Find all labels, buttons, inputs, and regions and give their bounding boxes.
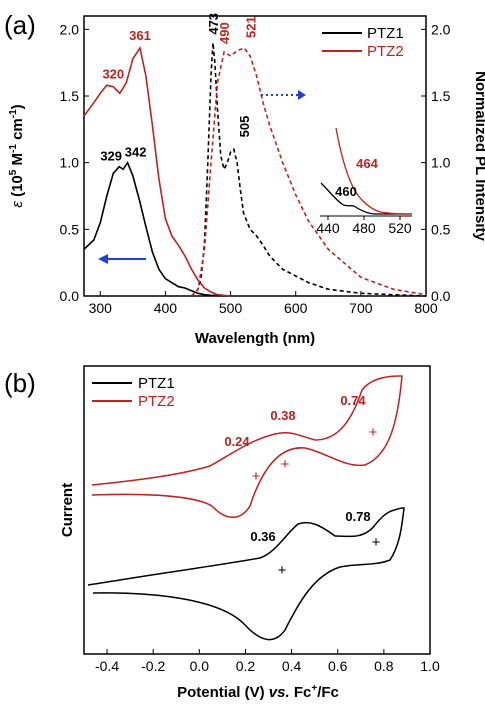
legend-a: PTZ1 PTZ2	[322, 25, 404, 60]
cv-label-ptz2: 0.74	[340, 393, 366, 408]
y-tick-label-right: 1.0	[431, 155, 451, 171]
peak-label: 361	[129, 28, 151, 43]
plot-a-inset: 440 480 520 460 464	[316, 127, 413, 236]
inset-line-ptz2	[335, 127, 413, 215]
cv-marker-ptz2: +	[369, 424, 378, 441]
plot-a: 300 400 500 600 700 8000.00.51.01.52.00.00.51…	[8, 13, 485, 347]
x-title-italic: vs.	[269, 684, 290, 701]
x-tick-label: 400	[154, 300, 178, 316]
inset-tick-label: 480	[352, 220, 376, 236]
y-tick-label-right: 0.5	[431, 221, 451, 237]
plot-b: -0.4 -0.2 0.0 0.2 0.4 0.6 0.8 1.0 0.24 0.38 0.7…	[59, 365, 440, 701]
y-title-part: )	[9, 104, 26, 109]
legend-label-ptz1: PTZ1	[367, 25, 404, 42]
legend-label-ptz1: PTZ1	[138, 375, 175, 392]
y-title-sup: -1	[8, 109, 19, 118]
legend-label-ptz2: PTZ2	[367, 43, 404, 60]
series-line-ptz1-solid	[83, 161, 231, 297]
inset-annotation-ptz2: 464	[356, 156, 378, 171]
y-title-sup: -1	[8, 144, 19, 153]
x-tick-label: 500	[219, 300, 243, 316]
x-tick-label: 0.8	[374, 658, 394, 674]
y-axis-title-left-a: ε (105 M-1 cm-1)	[8, 104, 26, 207]
x-axis-title-a: Wavelength (nm)	[195, 330, 315, 347]
legend-label-ptz2: PTZ2	[138, 393, 175, 410]
y-tick-label-right: 0.0	[431, 288, 451, 304]
x-tick-label: 700	[349, 300, 373, 316]
series-line-ptz1-dashed	[190, 42, 427, 297]
y-tick-label-left: 0.5	[60, 221, 80, 237]
y-tick-label-left: 1.0	[60, 155, 80, 171]
y-title-sup: 5	[8, 169, 19, 175]
cv-marker-ptz1: +	[278, 562, 287, 579]
panel-a-label: (a)	[4, 10, 36, 40]
inset-line-ptz1	[320, 182, 412, 215]
inset-tick-label: 520	[388, 220, 412, 236]
x-title-part: /Fc	[317, 684, 339, 701]
x-tick-label: 1.0	[420, 658, 440, 674]
y-tick-label-left: 2.0	[60, 21, 80, 37]
x-tick-label: -0.4	[95, 658, 119, 674]
inset-tick-label: 440	[316, 220, 340, 236]
x-axis-title-b: Potential (V) vs. Fc+/Fc	[177, 683, 339, 701]
cv-label-ptz1: 0.36	[250, 529, 275, 544]
x-tick-label: 0.4	[282, 658, 302, 674]
legend-b: PTZ1 PTZ2	[92, 375, 175, 410]
arrow-head	[298, 90, 306, 100]
cv-label-ptz2: 0.24	[224, 434, 250, 449]
series-line-ptz2-solid	[83, 45, 231, 297]
cv-marker-ptz1: +	[372, 534, 381, 551]
plot-a-frame	[83, 15, 427, 297]
y-tick-label-left: 1.5	[60, 88, 80, 104]
y-title-epsilon: ε	[9, 201, 26, 208]
x-tick-label: 0.6	[328, 658, 348, 674]
y-axis-title-b: Current	[59, 483, 76, 537]
right-axis-arrow	[261, 90, 306, 100]
x-tick-label: 0.0	[190, 658, 210, 674]
cv-loop-ptz1	[87, 507, 405, 641]
x-tick-label: 600	[284, 300, 308, 316]
x-title-part: Fc	[290, 684, 312, 701]
peak-label: 342	[125, 145, 147, 160]
x-tick-label: -0.2	[141, 658, 165, 674]
peak-label: 329	[100, 149, 122, 164]
cv-loop-ptz2	[91, 375, 403, 518]
y-title-part: (10	[9, 175, 26, 201]
y-tick-label-left: 0.0	[60, 288, 80, 304]
x-tick-label: 0.2	[236, 658, 256, 674]
left-axis-arrow	[98, 254, 146, 264]
peak-label: 505	[237, 116, 252, 138]
peak-label: 521	[243, 16, 258, 38]
y-tick-label-right: 2.0	[431, 21, 451, 37]
plot-a-lines	[83, 42, 427, 297]
x-tick-label: 300	[89, 300, 113, 316]
y-title-part: cm	[9, 118, 26, 144]
y-title-part: M	[9, 153, 26, 170]
y-tick-label-right: 1.5	[431, 88, 451, 104]
plot-a-ticks: 300 400 500 600 700 8000.00.51.01.52.00.00.51…	[60, 21, 451, 316]
y-axis-title-right-a: Normalized PL Intensity	[472, 71, 485, 241]
plot-b-ticks: -0.4 -0.2 0.0 0.2 0.4 0.6 0.8 1.0	[95, 649, 440, 674]
cv-label-ptz2: 0.38	[270, 408, 295, 423]
plot-b-frame	[83, 365, 431, 655]
x-title-sup: +	[311, 683, 317, 694]
peak-label: 320	[102, 67, 124, 82]
series-line-ptz2-dashed	[190, 47, 427, 297]
peak-label: 473	[206, 13, 221, 35]
peak-label: 490	[217, 22, 232, 44]
inset-annotation-ptz1: 460	[335, 184, 357, 199]
x-tick-label: 800	[414, 300, 438, 316]
arrow-head	[98, 254, 108, 264]
panel-b-label: (b)	[4, 368, 36, 398]
cv-label-ptz1: 0.78	[345, 509, 370, 524]
cv-marker-ptz2: +	[281, 456, 290, 473]
cv-marker-ptz2: +	[252, 468, 261, 485]
x-title-part: Potential (V)	[177, 684, 269, 701]
